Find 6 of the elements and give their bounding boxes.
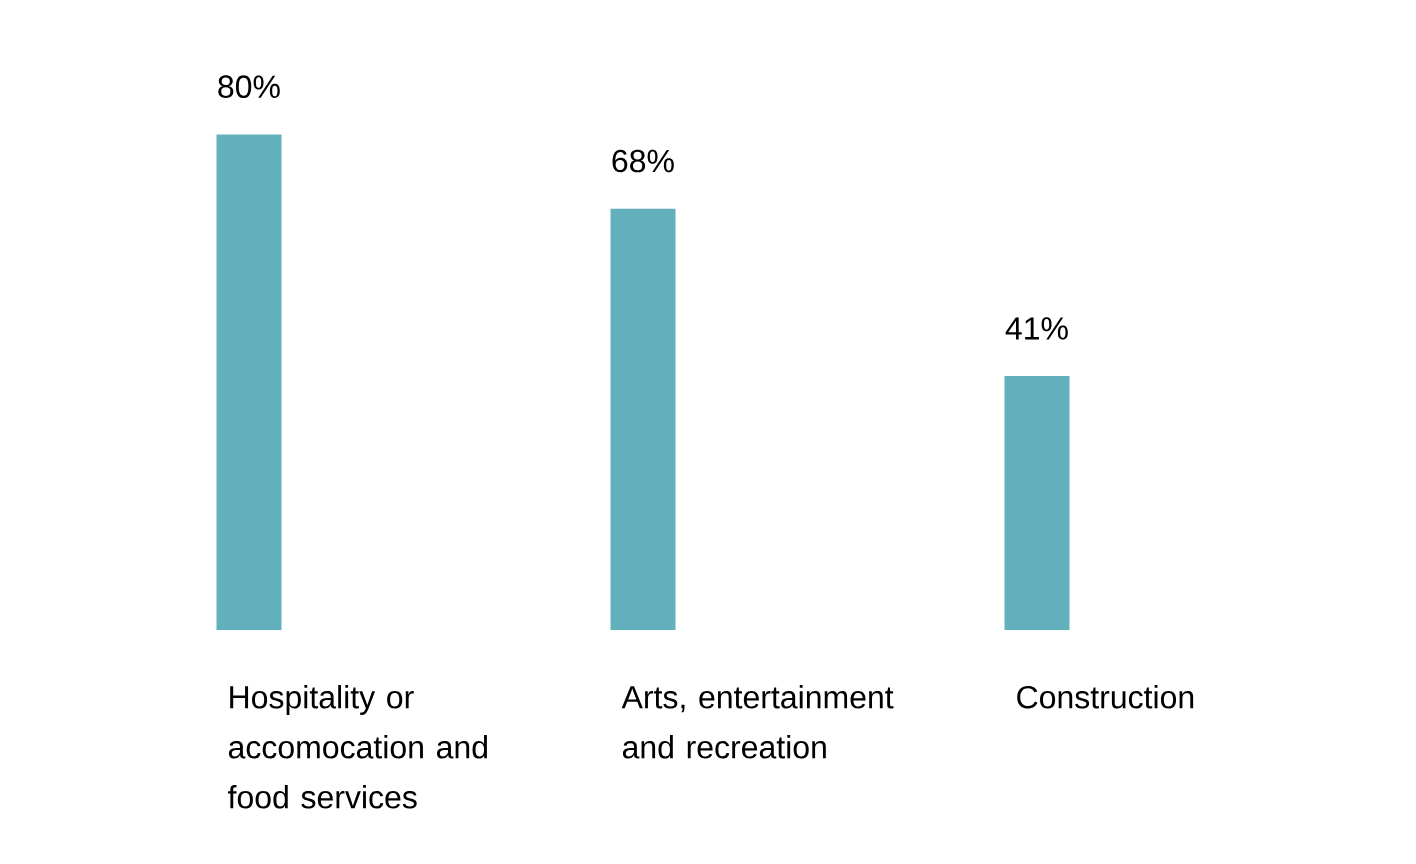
x-tick-label: Arts, entertainment and recreation xyxy=(621,685,894,759)
data-label: 80% xyxy=(218,75,280,99)
data-label: 68% xyxy=(612,149,674,173)
x-tick-label: Hospitality or accomocation and food services xyxy=(228,685,487,809)
data-label: 41% xyxy=(1005,317,1068,340)
x-tick-label: Construction xyxy=(1017,685,1194,709)
